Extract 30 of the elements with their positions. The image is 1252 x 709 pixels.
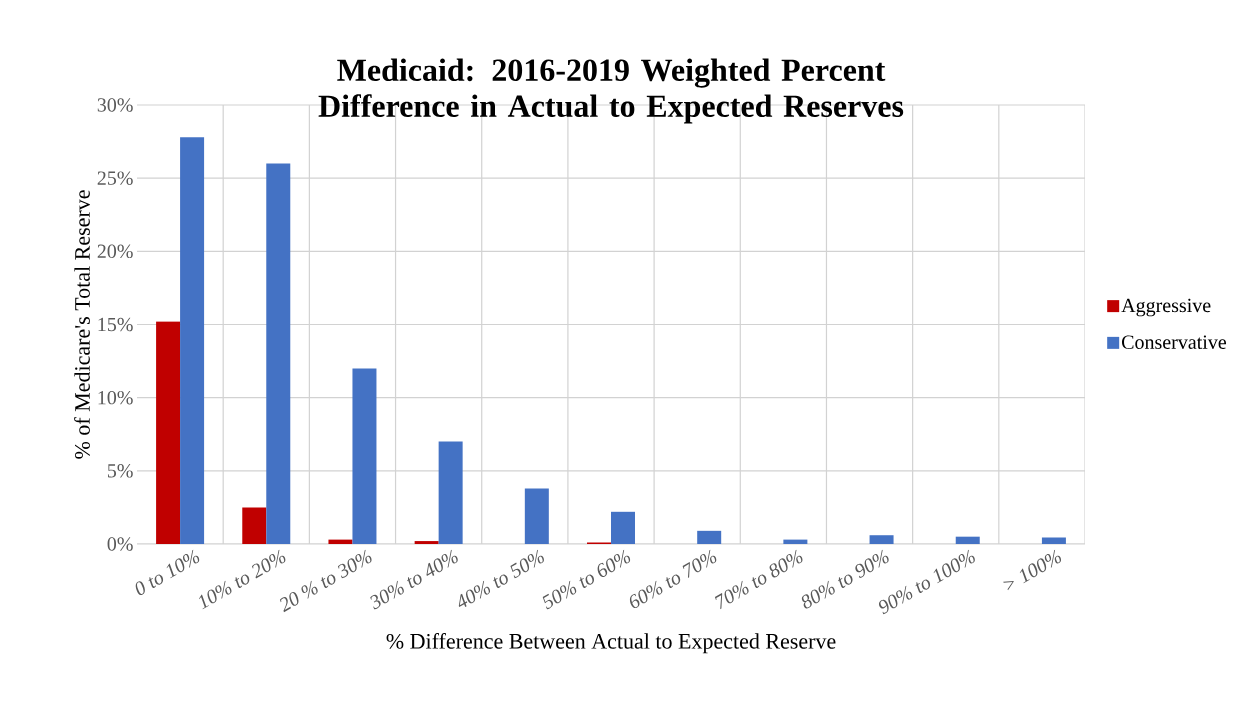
x-tick-label: 0 to 10% xyxy=(135,549,200,596)
bar xyxy=(352,368,377,544)
y-axis-title: % of Medicare's Total Reserve xyxy=(74,190,90,459)
bar xyxy=(955,536,980,544)
bar xyxy=(328,539,353,544)
y-tick-label: 20% xyxy=(97,244,133,259)
y-tick-label: 5% xyxy=(107,464,133,478)
bar xyxy=(266,163,291,544)
bar xyxy=(869,535,894,544)
chart-title: Medicaid: 2016-2019 Weighted Percent Difference in Actual to Expected Reserves xyxy=(318,58,904,124)
y-tick-label: 30% xyxy=(97,98,133,112)
legend-label: Conservative xyxy=(1122,335,1227,349)
bar xyxy=(611,511,636,544)
bar xyxy=(524,488,549,544)
bar xyxy=(156,321,181,544)
y-tick-label: 0% xyxy=(107,537,133,551)
bar xyxy=(414,541,439,544)
bar xyxy=(180,137,205,544)
x-tick-label: 40% to 50% xyxy=(458,549,544,608)
bar xyxy=(242,507,267,544)
bar xyxy=(783,539,808,544)
x-axis-title: % Difference Between Actual to Expected Reserve xyxy=(386,633,836,654)
legend-label: Aggressive xyxy=(1121,298,1211,317)
y-tick-label: 25% xyxy=(97,171,133,185)
bar xyxy=(697,530,722,544)
x-tick-label: > 100% xyxy=(1003,549,1062,591)
bar xyxy=(438,441,463,544)
bar xyxy=(1041,537,1066,544)
y-tick-label: 10% xyxy=(98,390,133,405)
y-tick-label: 15% xyxy=(98,317,133,332)
